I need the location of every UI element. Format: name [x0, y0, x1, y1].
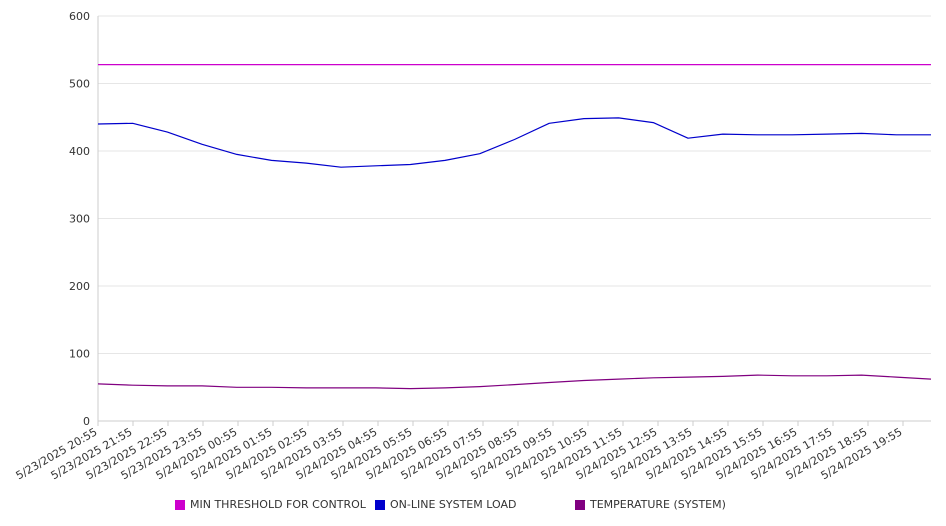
- y-tick-label: 0: [83, 415, 90, 428]
- y-tick-label: 500: [69, 78, 90, 91]
- legend-item-load[interactable]: ON-LINE SYSTEM LOAD: [375, 498, 516, 511]
- axes: [97, 16, 931, 426]
- y-tick-label: 400: [69, 145, 90, 158]
- legend-item-threshold[interactable]: MIN THRESHOLD FOR CONTROL: [175, 498, 366, 511]
- legend: MIN THRESHOLD FOR CONTROL ON-LINE SYSTEM…: [0, 498, 946, 514]
- series-line-1: [97, 117, 931, 168]
- x-tick-labels: 5/23/2025 20:555/23/2025 21:555/23/2025 …: [14, 425, 905, 482]
- legend-swatch-load: [375, 499, 385, 510]
- legend-item-temperature[interactable]: TEMPERATURE (SYSTEM): [575, 498, 726, 511]
- legend-swatch-temperature: [575, 499, 585, 510]
- series-lines: [97, 63, 932, 390]
- legend-label-threshold: MIN THRESHOLD FOR CONTROL: [190, 498, 366, 511]
- series-line-2: [97, 374, 932, 390]
- grid-lines: [98, 15, 931, 354]
- y-tick-label: 600: [69, 10, 90, 23]
- y-tick-label: 100: [69, 348, 90, 361]
- legend-label-temperature: TEMPERATURE (SYSTEM): [590, 498, 726, 511]
- y-tick-labels: 0 100 200 300 400 500 600: [69, 10, 90, 428]
- y-tick-label: 200: [69, 280, 90, 293]
- y-tick-label: 300: [69, 213, 90, 226]
- legend-label-load: ON-LINE SYSTEM LOAD: [390, 498, 517, 511]
- legend-swatch-threshold: [175, 499, 185, 510]
